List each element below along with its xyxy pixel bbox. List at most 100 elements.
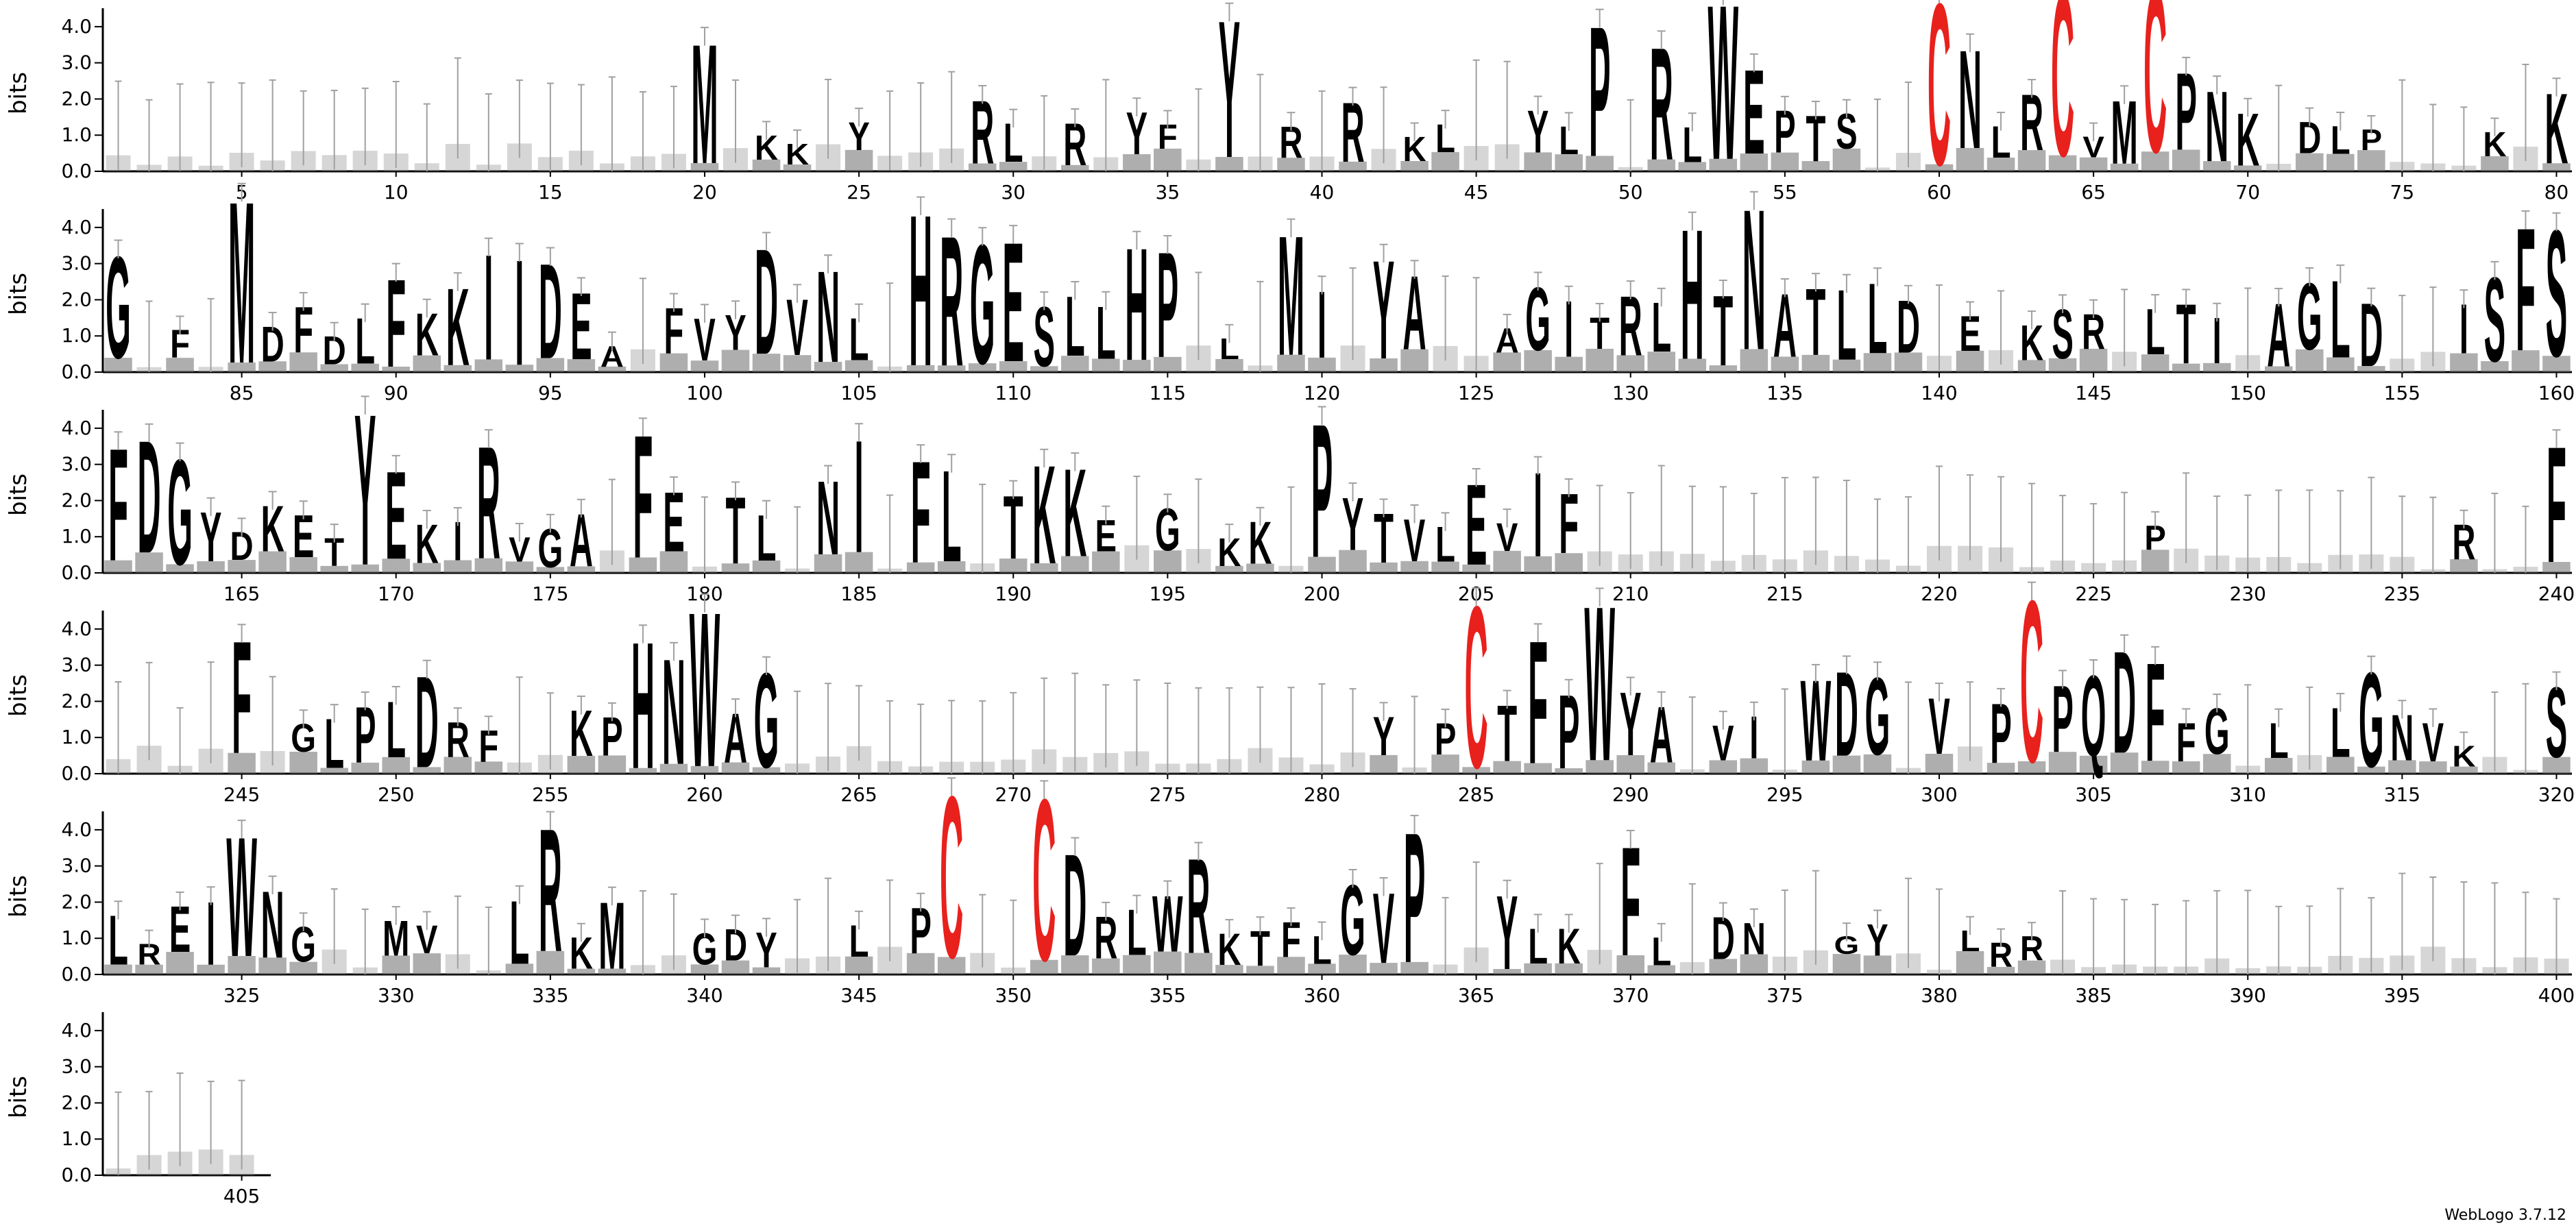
minor-residue-stack xyxy=(1061,955,1089,974)
minor-residue-stack xyxy=(690,360,719,372)
minor-residue-stack xyxy=(2450,766,2478,774)
minor-residue-stack xyxy=(1678,358,1707,372)
minor-residue-stack xyxy=(2326,757,2355,774)
minor-residue-stack xyxy=(505,365,534,372)
minor-residue-stack xyxy=(814,362,842,372)
x-tick-label: 185 xyxy=(840,582,877,605)
minor-residue-stack xyxy=(629,557,657,573)
minor-residue-stack xyxy=(845,956,873,974)
minor-residue-stack xyxy=(1524,963,1552,974)
minor-residue-stack xyxy=(289,961,317,974)
minor-residue-stack xyxy=(197,561,225,573)
x-tick-label: 350 xyxy=(995,984,1032,1007)
minor-residue-stack xyxy=(567,756,596,774)
residue-letter-i: I xyxy=(1317,272,1326,378)
minor-residue-stack xyxy=(1215,157,1243,171)
x-tick-label: 300 xyxy=(1921,783,1957,806)
minor-residue-stack xyxy=(2542,356,2571,372)
minor-residue-stack xyxy=(1370,358,1398,372)
minor-residue-stack xyxy=(1493,352,1521,372)
minor-residue-stack xyxy=(413,355,441,372)
residue-letter-i: I xyxy=(453,511,462,572)
y-tick-label: 1.0 xyxy=(61,726,92,748)
minor-residue-stack xyxy=(999,361,1028,372)
minor-residue-stack xyxy=(1092,551,1120,573)
minor-residue-stack xyxy=(1493,550,1521,573)
minor-residue-stack xyxy=(2265,757,2293,774)
minor-residue-stack xyxy=(2141,354,2170,372)
minor-residue-stack xyxy=(1277,354,1305,372)
minor-residue-stack xyxy=(1555,768,1583,774)
x-tick-label: 90 xyxy=(384,382,409,404)
minor-residue-stack xyxy=(351,363,379,372)
minor-residue-stack xyxy=(1339,550,1367,573)
minor-residue-stack xyxy=(1524,763,1552,774)
y-tick-label: 0.0 xyxy=(61,160,92,182)
x-tick-label: 215 xyxy=(1766,582,1803,605)
x-tick-label: 115 xyxy=(1150,382,1186,404)
minor-residue-stack xyxy=(659,353,688,372)
minor-residue-stack xyxy=(1616,955,1644,974)
minor-residue-stack xyxy=(382,558,410,573)
minor-residue-stack xyxy=(783,355,812,372)
minor-residue-stack xyxy=(289,557,317,573)
minor-residue-stack xyxy=(1030,563,1058,573)
minor-residue-stack xyxy=(1184,953,1213,974)
minor-residue-stack xyxy=(999,162,1028,171)
y-tick-label: 1.0 xyxy=(61,123,92,146)
minor-residue-stack xyxy=(536,567,565,573)
y-axis-label: bits xyxy=(5,72,32,114)
minor-residue-stack xyxy=(228,752,256,774)
minor-residue-stack xyxy=(1493,969,1521,974)
x-tick-label: 370 xyxy=(1612,984,1649,1007)
y-axis-label: bits xyxy=(5,273,32,315)
x-tick-label: 340 xyxy=(686,984,722,1007)
minor-residue-stack xyxy=(1493,761,1521,774)
minor-residue-stack xyxy=(1585,760,1614,774)
minor-residue-stack xyxy=(1647,762,1676,774)
minor-residue-stack xyxy=(1061,556,1089,573)
y-tick-label: 3.0 xyxy=(61,453,92,476)
minor-residue-stack xyxy=(2450,353,2478,372)
minor-residue-stack xyxy=(2202,161,2231,171)
minor-residue-stack xyxy=(351,762,379,774)
x-tick-label: 170 xyxy=(378,582,414,605)
minor-residue-stack xyxy=(567,566,596,573)
x-tick-label: 75 xyxy=(2390,181,2415,204)
y-tick-label: 3.0 xyxy=(61,1055,92,1078)
logo-row-6: bits 0.0 1.0 2.0 3.0 4.0 405 xyxy=(5,1012,271,1207)
y-axis-label: bits xyxy=(5,1076,32,1118)
x-tick-label: 175 xyxy=(532,582,568,605)
x-tick-label: 265 xyxy=(840,783,877,806)
minor-residue-stack xyxy=(2326,357,2355,372)
minor-residue-stack xyxy=(413,953,441,974)
x-tick-label: 280 xyxy=(1304,783,1340,806)
y-tick-label: 4.0 xyxy=(61,216,92,238)
minor-residue-stack xyxy=(1863,754,1892,774)
x-tick-label: 400 xyxy=(2538,984,2575,1007)
minor-residue-stack xyxy=(228,560,256,573)
y-tick-label: 3.0 xyxy=(61,855,92,877)
minor-residue-stack xyxy=(752,159,781,171)
minor-residue-stack xyxy=(2141,761,2170,774)
x-tick-label: 225 xyxy=(2075,582,2111,605)
minor-residue-stack xyxy=(1246,563,1274,573)
x-tick-label: 320 xyxy=(2538,783,2575,806)
minor-residue-stack xyxy=(351,564,379,573)
minor-residue-stack xyxy=(1215,965,1243,974)
minor-residue-stack xyxy=(845,360,873,372)
minor-residue-stack xyxy=(1092,358,1120,372)
minor-residue-stack xyxy=(382,757,410,774)
x-tick-label: 95 xyxy=(538,382,563,404)
minor-residue-stack xyxy=(1801,161,1830,171)
x-tick-label: 30 xyxy=(1001,181,1025,204)
minor-residue-stack xyxy=(2542,163,2571,171)
minor-residue-stack xyxy=(1215,358,1243,372)
minor-residue-stack xyxy=(1370,963,1398,974)
minor-residue-stack xyxy=(1925,754,1954,774)
minor-residue-stack xyxy=(1277,158,1305,171)
minor-residue-stack xyxy=(1524,152,1552,171)
minor-residue-stack xyxy=(1339,161,1367,171)
minor-residue-stack xyxy=(1092,958,1120,974)
minor-residue-stack xyxy=(2419,761,2447,774)
